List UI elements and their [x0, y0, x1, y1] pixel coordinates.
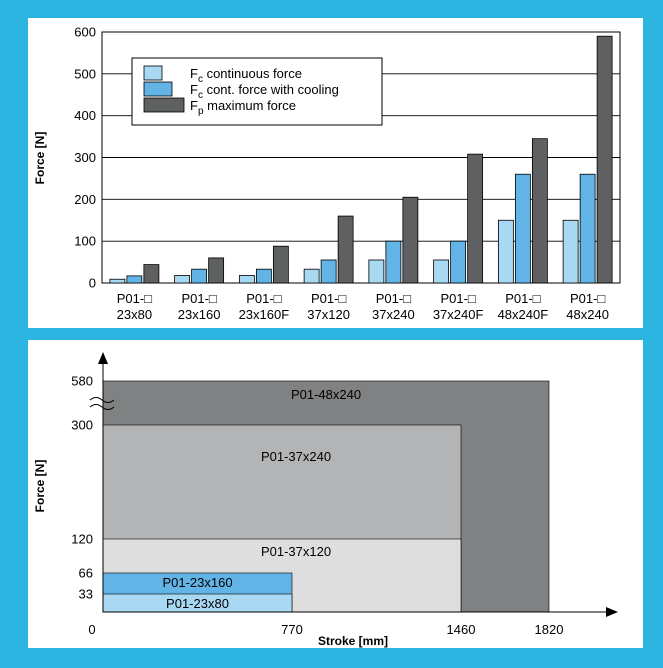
bar-x-tick-label-line1: P01-□: [440, 291, 475, 306]
bar-37x240-series-0: [368, 259, 385, 284]
area-x-tick-label: 770: [281, 622, 303, 637]
area-chart-panel: P01-48x240 P01-37x240 P01-37x120 P01-23x160…: [28, 340, 643, 648]
bar-chart-y-ticks: 0 100 200 300 400 500 600: [74, 25, 96, 291]
bar-x-tick-label-line2: 37x240: [372, 307, 415, 322]
bar-48x240-series-1: [579, 173, 596, 284]
bar-x-tick-label-line1: P01-□: [181, 291, 216, 306]
bar-23x80-series-2: [143, 264, 160, 284]
legend-swatch-2: [143, 97, 185, 113]
legend-label-0: Fc continuous force: [190, 66, 302, 85]
y-axis-arrow-icon: [98, 352, 108, 364]
region-label: P01-37x120: [261, 544, 331, 559]
area-y-tick-label: 120: [71, 532, 93, 547]
legend-symbol: F: [190, 66, 198, 81]
bar-x-tick-label-line1: P01-□: [246, 291, 281, 306]
bar-y-tick-label: 100: [74, 234, 96, 249]
bar-37x240-series-2: [402, 196, 419, 284]
bar-23x80-series-0: [109, 278, 126, 284]
bar-y-tick-label: 600: [74, 25, 96, 40]
bar-37x240-series-1: [385, 240, 402, 284]
legend-box: [131, 57, 383, 126]
area-y-tick-label: 66: [79, 566, 93, 581]
legend-label-1: Fc cont. force with cooling: [190, 82, 339, 101]
bar-x-tick-label-line2: 23x80: [117, 307, 152, 322]
bar-y-tick-label: 0: [89, 276, 96, 291]
bar-48x240f-series-1: [514, 173, 531, 284]
bar-48x240-series-0: [562, 219, 579, 284]
area-chart-x-axis-title: Stroke [mm]: [318, 634, 388, 648]
bar-48x240-series-2: [596, 35, 613, 284]
bar-x-tick-label-line2: 37x240F: [433, 307, 484, 322]
legend-text: maximum force: [204, 98, 296, 113]
region-label: P01-23x80: [166, 596, 229, 611]
bar-x-tick-label-line1: P01-□: [117, 291, 152, 306]
bar-y-tick-label: 300: [74, 150, 96, 165]
bar-y-tick-label: 200: [74, 192, 96, 207]
legend-label-2: Fp maximum force: [190, 98, 296, 117]
region-label: P01-37x240: [261, 449, 331, 464]
bar-y-tick-label: 500: [74, 66, 96, 81]
bar-x-tick-label-line1: P01-□: [570, 291, 605, 306]
bar-23x160-series-1: [191, 268, 208, 284]
area-chart-regions: P01-48x240 P01-37x240 P01-37x120 P01-23x160…: [102, 380, 550, 613]
bar-48x240f-series-0: [497, 219, 514, 284]
legend-swatch-0: [143, 65, 163, 81]
bar-x-tick-label-line1: P01-□: [376, 291, 411, 306]
bar-x-tick-label-line2: 23x160: [178, 307, 221, 322]
bar-chart-bars: [109, 35, 613, 284]
legend-subscript: p: [198, 106, 204, 117]
area-y-tick-label: 300: [71, 418, 93, 433]
area-chart-axes: [89, 352, 618, 617]
axis-break-icon: [89, 397, 115, 410]
legend-subscript: c: [198, 74, 203, 85]
legend-text: cont. force with cooling: [203, 82, 339, 97]
area-chart-y-ticks: 33 66 120 300 580: [71, 374, 93, 602]
area-y-tick-label: 33: [79, 587, 93, 602]
bar-23x160f-series-1: [255, 268, 272, 284]
legend-text: continuous force: [203, 66, 302, 81]
bar-23x160-series-2: [208, 257, 225, 284]
bar-x-tick-label-line2: 48x240: [566, 307, 609, 322]
bar-x-tick-label-line1: P01-□: [505, 291, 540, 306]
bar-37x120-series-1: [320, 259, 337, 284]
bar-37x240f-series-0: [433, 259, 450, 284]
area-x-tick-label: 1460: [447, 622, 476, 637]
bar-23x160f-series-2: [272, 245, 289, 284]
area-y-tick-label: 580: [71, 374, 93, 389]
bar-y-tick-label: 400: [74, 108, 96, 123]
bar-37x240f-series-2: [467, 153, 484, 284]
area-chart-x-ticks: 0 770 1460 1820: [88, 622, 563, 637]
bar-x-tick-label-line2: 23x160F: [239, 307, 290, 322]
bar-48x240f-series-2: [531, 138, 548, 284]
legend-subscript: c: [198, 90, 203, 101]
legend-symbol: F: [190, 98, 198, 113]
bar-37x240f-series-1: [450, 240, 467, 284]
bar-23x160-series-0: [174, 275, 191, 284]
bar-37x120-series-2: [337, 215, 354, 284]
legend-symbol: F: [190, 82, 198, 97]
bar-chart-x-ticks: P01-□23x80P01-□23x160P01-□23x160FP01-□37…: [117, 291, 609, 322]
area-x-tick-label: 1820: [535, 622, 564, 637]
bar-chart-y-axis-title: Force [N]: [33, 132, 47, 185]
bar-37x120-series-0: [303, 268, 320, 284]
x-axis-arrow-icon: [606, 607, 618, 617]
area-chart-y-axis-title: Force [N]: [33, 460, 47, 513]
area-x-tick-label: 0: [88, 622, 95, 637]
bar-23x80-series-1: [126, 275, 143, 284]
bar-x-tick-label-line2: 48x240F: [498, 307, 549, 322]
region-label: P01-23x160: [162, 575, 232, 590]
region-label: P01-48x240: [291, 387, 361, 402]
bar-x-tick-label-line1: P01-□: [311, 291, 346, 306]
bar-x-tick-label-line2: 37x120: [307, 307, 350, 322]
legend-swatch-1: [143, 81, 173, 97]
bar-23x160f-series-0: [238, 275, 255, 284]
bar-plot-frame: [101, 31, 621, 284]
